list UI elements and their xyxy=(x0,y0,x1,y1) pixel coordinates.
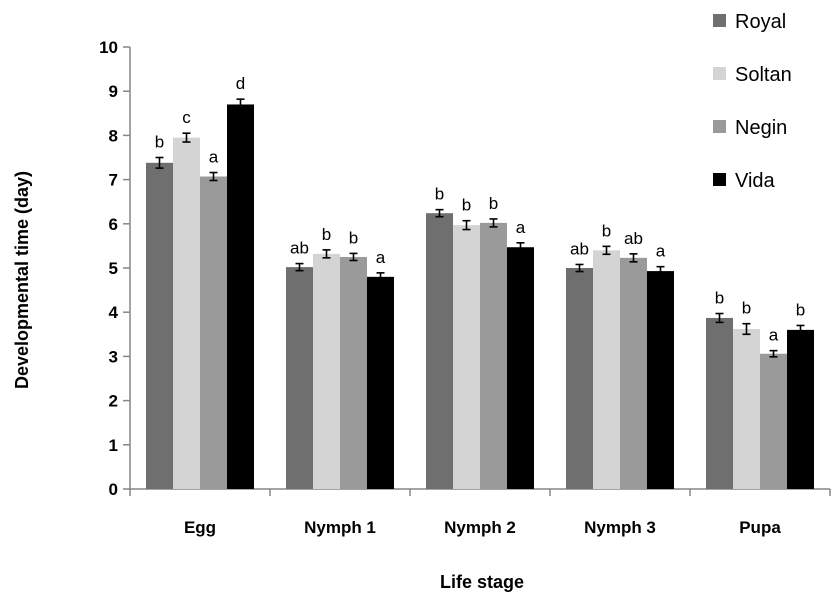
significance-label: b xyxy=(322,225,331,244)
significance-label: b xyxy=(796,300,805,319)
significance-label: ab xyxy=(624,229,643,248)
y-tick-label: 8 xyxy=(109,126,118,145)
significance-label: b xyxy=(435,185,444,204)
y-tick-label: 7 xyxy=(109,171,118,190)
bar xyxy=(200,176,227,490)
y-tick-label: 10 xyxy=(99,38,118,57)
bar xyxy=(566,268,593,489)
bar xyxy=(426,213,453,489)
x-tick-label: Egg xyxy=(184,518,216,537)
y-tick-label: 3 xyxy=(109,347,118,366)
significance-label: a xyxy=(209,148,219,167)
legend-swatch xyxy=(713,173,726,186)
significance-label: a xyxy=(516,218,526,237)
legend: Royal Soltan Negin Vida xyxy=(713,11,792,192)
y-tick-label: 6 xyxy=(109,215,118,234)
bar xyxy=(706,317,733,489)
bar xyxy=(340,256,367,489)
significance-label: ab xyxy=(290,239,309,258)
y-tick-label: 4 xyxy=(109,303,119,322)
bar xyxy=(507,247,534,489)
y-tick-label: 1 xyxy=(109,436,118,455)
legend-label: Soltan xyxy=(735,64,792,86)
x-axis-title: Life stage xyxy=(440,572,524,592)
bar xyxy=(367,276,394,489)
legend-label: Royal xyxy=(735,11,786,33)
bar xyxy=(146,162,173,489)
significance-label: d xyxy=(236,74,245,93)
significance-label: b xyxy=(349,228,358,247)
significance-label: a xyxy=(656,242,666,261)
significance-label: c xyxy=(182,108,191,127)
x-tick-label: Nymph 3 xyxy=(584,518,656,537)
bar xyxy=(453,225,480,489)
y-tick-label: 0 xyxy=(109,480,118,499)
bar xyxy=(787,329,814,489)
legend-label: Vida xyxy=(735,170,776,192)
legend-swatch xyxy=(713,120,726,133)
x-tick-label: Pupa xyxy=(739,518,781,537)
bar xyxy=(313,253,340,489)
significance-label: a xyxy=(376,248,386,267)
bar xyxy=(760,353,787,489)
x-tick-label: Nymph 1 xyxy=(304,518,376,537)
significance-label: b xyxy=(602,221,611,240)
bar xyxy=(593,250,620,489)
bar xyxy=(286,267,313,489)
bar xyxy=(647,271,674,489)
y-tick-label: 5 xyxy=(109,259,118,278)
significance-label: b xyxy=(489,194,498,213)
significance-label: ab xyxy=(570,239,589,258)
bar xyxy=(480,222,507,489)
y-axis-title: Developmental time (day) xyxy=(12,171,32,389)
significance-label: b xyxy=(742,299,751,318)
x-tick-label: Nymph 2 xyxy=(444,518,516,537)
significance-label: b xyxy=(715,289,724,308)
significance-label: b xyxy=(462,196,471,215)
bar xyxy=(227,104,254,490)
significance-label: b xyxy=(155,133,164,152)
legend-swatch xyxy=(713,67,726,80)
legend-label: Negin xyxy=(735,117,787,139)
bar xyxy=(173,137,200,490)
legend-swatch xyxy=(713,14,726,27)
y-tick-label: 9 xyxy=(109,82,118,101)
significance-label: a xyxy=(769,326,779,345)
y-tick-label: 2 xyxy=(109,392,118,411)
bar xyxy=(620,257,647,489)
bar xyxy=(733,328,760,489)
